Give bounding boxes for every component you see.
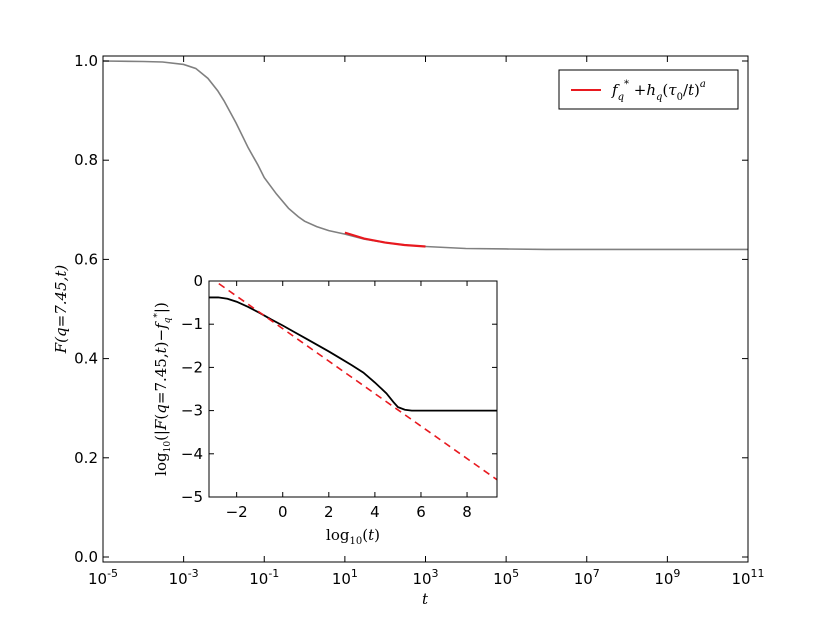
- legend-label-fit: fq* +hq(τ0/t)a: [611, 79, 706, 103]
- inset-x-ticks: −2 0 2 4 6 8: [226, 281, 472, 521]
- inset-series-data-line: [209, 296, 497, 412]
- inset-y-tick-label: −2: [181, 358, 203, 376]
- inset-y-tick-label: −3: [181, 402, 203, 420]
- inset-y-axis-label: log10(|F(q=7.45,t)−fq*|): [152, 302, 173, 476]
- inset-plot-frame: [208, 280, 498, 498]
- main-y-tick-label: 0.0: [74, 548, 98, 566]
- inset-x-tick-label: 6: [416, 503, 426, 521]
- main-y-tick-label: 0.2: [74, 449, 98, 467]
- main-x-tick-label: 10-5: [88, 567, 118, 588]
- main-y-ticks: 0.0 0.2 0.4 0.6 0.8 1.0: [74, 52, 748, 566]
- inset-background: [209, 281, 497, 497]
- main-axes: 10-5 10-3 10-1 101 103 105 107 109 1011 0.00.20.…: [52, 52, 765, 608]
- main-x-tick-label: 1011: [731, 567, 764, 588]
- main-x-tick-label: 107: [574, 567, 600, 588]
- main-y-tick-label: 0.6: [74, 250, 98, 268]
- inset-x-tick-label: 2: [324, 503, 334, 521]
- main-x-tick-label: 105: [493, 567, 519, 588]
- inset-y-tick-label: 0: [193, 272, 203, 290]
- inset-y-tick-label: −1: [181, 315, 203, 333]
- inset-y-ticks: 0 −1 −2 −3 −4 −5: [181, 272, 497, 506]
- main-x-tick-label: 10-3: [169, 567, 199, 588]
- main-y-tick-label: 0.8: [74, 151, 98, 169]
- inset-x-axis-label: log10(t): [326, 526, 380, 547]
- main-x-tick-label: 109: [654, 567, 680, 588]
- inset-series-powerlaw-line: [213, 281, 497, 481]
- inset-x-tick-label: 4: [370, 503, 380, 521]
- main-y-tick-label: 1.0: [74, 52, 98, 70]
- series-data-line: [103, 60, 748, 251]
- series-fit-line: [344, 231, 426, 248]
- inset-y-tick-label: −4: [181, 445, 203, 463]
- inset-x-tick-label: 0: [278, 503, 288, 521]
- main-y-axis-label: F(q=7.45,t): [52, 265, 70, 355]
- main-x-tick-label: 103: [412, 567, 438, 588]
- legend: fq* +hq(τ0/t)a: [558, 69, 739, 110]
- main-x-axis-label: t: [422, 590, 429, 608]
- inset-x-tick-label: 8: [462, 503, 472, 521]
- inset-axes: −2 0 2 4 6 8 0 −1 −2 −3 −4 −5 log10(t) log10(|F(q=…: [152, 272, 498, 547]
- inset-x-tick-label: −2: [226, 503, 248, 521]
- main-x-ticks: 10-5 10-3 10-1 101 103 105 107 109 1011: [88, 56, 765, 588]
- inset-series-group: [209, 281, 497, 481]
- main-x-tick-label: 10-1: [249, 567, 279, 588]
- main-series-group: [103, 60, 748, 251]
- main-y-tick-label: 0.4: [74, 350, 98, 368]
- inset-y-tick-label: −5: [181, 488, 203, 506]
- main-x-tick-label: 101: [332, 567, 358, 588]
